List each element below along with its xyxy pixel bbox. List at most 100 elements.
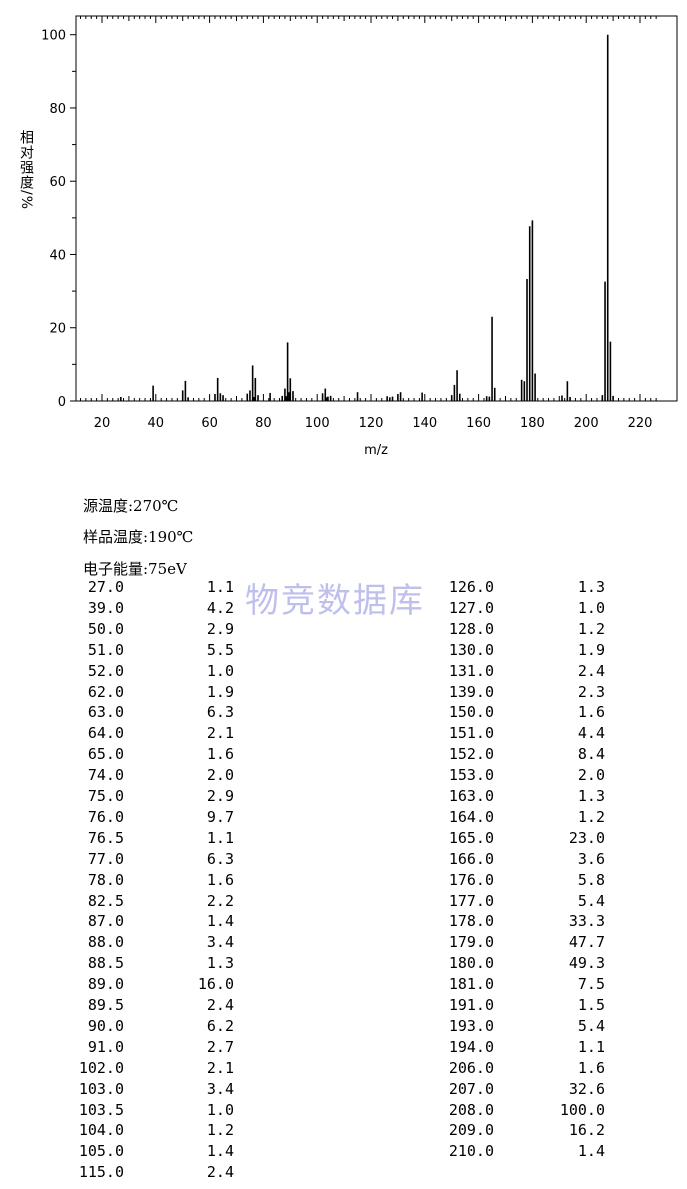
peak-mz: 27.0 bbox=[87, 578, 124, 596]
peak-mz: 65.0 bbox=[87, 745, 124, 764]
source-temperature: 源温度:270℃ bbox=[83, 497, 179, 515]
peak-intensity: 2.0 bbox=[577, 766, 605, 785]
peak-mz: 164.0 bbox=[448, 807, 494, 826]
y-tick-label: 60 bbox=[49, 175, 66, 190]
y-axis-label: 相对强度/% bbox=[18, 130, 34, 211]
peak-intensity: 2.2 bbox=[206, 891, 234, 910]
peak-mz: 39.0 bbox=[87, 598, 124, 617]
peak-mz: 151.0 bbox=[448, 724, 494, 743]
peak-intensity: 33.3 bbox=[568, 912, 605, 931]
x-axis: 20 40 60 80 100 120 140 160 180 200 220 bbox=[79, 16, 657, 431]
peak-mz: 91.0 bbox=[87, 1037, 124, 1056]
peak-mz: 89.5 bbox=[87, 996, 124, 1014]
peak-mz: 194.0 bbox=[448, 1037, 494, 1056]
peak-intensity: 16.2 bbox=[568, 1121, 605, 1140]
peak-intensity: 5.4 bbox=[577, 891, 605, 910]
x-tick-label: 220 bbox=[628, 416, 653, 431]
peak-intensity: 23.0 bbox=[568, 828, 605, 847]
peak-intensity: 6.3 bbox=[206, 703, 234, 722]
x-tick-label: 80 bbox=[255, 416, 272, 431]
peak-mz: 130.0 bbox=[448, 640, 494, 659]
peak-intensity: 2.1 bbox=[206, 1058, 234, 1077]
peak-intensity: 2.4 bbox=[206, 1163, 234, 1182]
peak-intensity: 1.9 bbox=[577, 640, 605, 659]
peak-intensity: 1.0 bbox=[577, 598, 605, 617]
peak-mz: 191.0 bbox=[448, 996, 494, 1014]
peak-intensity: 6.3 bbox=[206, 849, 234, 868]
peak-intensity: 5.8 bbox=[577, 870, 605, 889]
peak-intensity: 1.3 bbox=[577, 787, 605, 805]
peak-intensity: 2.9 bbox=[206, 787, 234, 805]
peak-mz: 128.0 bbox=[448, 619, 494, 638]
peak-intensity: 1.5 bbox=[577, 996, 605, 1014]
y-tick-label: 20 bbox=[49, 322, 66, 337]
plot-frame bbox=[75, 15, 678, 402]
peak-intensity: 5.5 bbox=[206, 640, 234, 659]
peak-intensity: 47.7 bbox=[568, 933, 605, 952]
peak-intensity: 9.7 bbox=[206, 807, 234, 826]
y-tick-label: 40 bbox=[49, 248, 66, 263]
peak-mz: 51.0 bbox=[87, 640, 124, 659]
x-tick-label: 160 bbox=[466, 416, 491, 431]
watermark: 物竞数据库 bbox=[245, 581, 425, 621]
y-axis: 0 20 40 60 80 100 bbox=[41, 29, 76, 410]
peak-mz: 209.0 bbox=[448, 1121, 494, 1140]
peak-mz: 82.5 bbox=[87, 891, 124, 910]
peak-mz: 210.0 bbox=[448, 1142, 494, 1161]
peak-mz: 176.0 bbox=[448, 870, 494, 889]
peak-mz: 63.0 bbox=[87, 703, 124, 722]
peak-intensity: 16.0 bbox=[197, 975, 234, 994]
peak-intensity: 2.4 bbox=[206, 996, 234, 1014]
peak-intensity: 1.3 bbox=[206, 954, 234, 973]
x-tick-label: 40 bbox=[148, 416, 165, 431]
y-tick-label: 80 bbox=[49, 102, 66, 117]
electron-energy: 电子能量:75eV bbox=[83, 560, 187, 578]
x-tick-label: 200 bbox=[574, 416, 599, 431]
peak-mz: 165.0 bbox=[448, 828, 494, 847]
peak-intensity: 1.1 bbox=[206, 828, 234, 847]
peak-mz: 88.0 bbox=[87, 933, 124, 952]
x-tick-label: 120 bbox=[359, 416, 384, 431]
peak-intensity: 1.4 bbox=[206, 1142, 234, 1161]
peak-intensity: 32.6 bbox=[568, 1079, 605, 1098]
peak-intensity: 1.4 bbox=[206, 912, 234, 931]
peak-mz: 115.0 bbox=[78, 1163, 124, 1182]
peak-mz: 131.0 bbox=[448, 661, 494, 680]
peak-mz: 177.0 bbox=[448, 891, 494, 910]
peak-mz: 139.0 bbox=[448, 682, 494, 701]
peak-mz: 75.0 bbox=[87, 787, 124, 805]
sample-temperature: 样品温度:190℃ bbox=[83, 528, 194, 546]
peak-intensity: 6.2 bbox=[206, 1016, 234, 1035]
peak-mz: 208.0 bbox=[448, 1100, 494, 1119]
x-tick-label: 60 bbox=[201, 416, 218, 431]
peak-mz: 179.0 bbox=[448, 933, 494, 952]
x-tick-label: 140 bbox=[412, 416, 437, 431]
peak-intensity: 1.0 bbox=[206, 1100, 234, 1119]
peak-intensity: 1.6 bbox=[206, 870, 234, 889]
peak-mz: 52.0 bbox=[87, 661, 124, 680]
peak-intensity: 8.4 bbox=[577, 745, 605, 764]
peak-intensity: 3.6 bbox=[577, 849, 605, 868]
peak-intensity: 4.2 bbox=[206, 598, 234, 617]
peak-mz: 207.0 bbox=[448, 1079, 494, 1098]
peak-intensity: 5.4 bbox=[577, 1016, 605, 1035]
peak-mz: 78.0 bbox=[87, 870, 124, 889]
peak-intensity: 2.9 bbox=[206, 619, 234, 638]
y-tick-label: 0 bbox=[58, 395, 66, 410]
x-tick-label: 180 bbox=[520, 416, 545, 431]
peak-mz: 153.0 bbox=[448, 766, 494, 785]
peak-mz: 104.0 bbox=[78, 1121, 124, 1140]
peak-mz: 88.5 bbox=[87, 954, 124, 973]
peak-mz: 163.0 bbox=[448, 787, 494, 805]
peak-mz: 90.0 bbox=[87, 1016, 124, 1035]
peak-mz: 181.0 bbox=[448, 975, 494, 994]
peak-intensity: 1.6 bbox=[577, 703, 605, 722]
peak-intensity: 1.2 bbox=[577, 619, 605, 638]
peak-mz: 87.0 bbox=[87, 912, 124, 931]
peak-intensity: 2.1 bbox=[206, 724, 234, 743]
peak-intensity: 1.6 bbox=[577, 1058, 605, 1077]
peak-mz: 89.0 bbox=[87, 975, 124, 994]
x-tick-label: 100 bbox=[305, 416, 330, 431]
peak-intensity: 4.4 bbox=[577, 724, 605, 743]
